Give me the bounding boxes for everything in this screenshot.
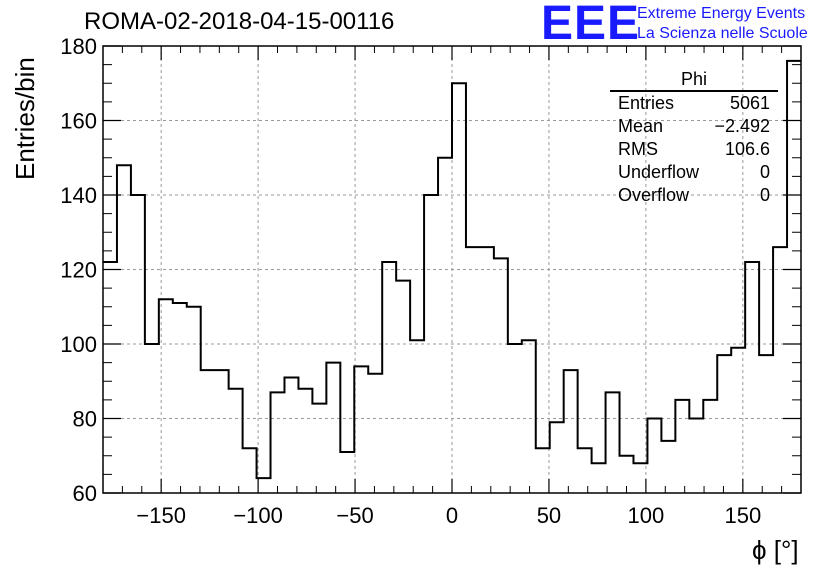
y-tick-label: 160 xyxy=(60,109,97,134)
logo-line-2: La Scienza nelle Scuole xyxy=(637,25,808,42)
logo-caption: Extreme Energy Events La Scienza nelle S… xyxy=(637,4,808,44)
stats-row-overflow: Overflow 0 xyxy=(610,184,778,207)
x-tick-label: −50 xyxy=(336,503,373,528)
stats-value: 0 xyxy=(759,162,770,182)
y-axis-label: Entries/bin xyxy=(10,57,40,180)
stats-row-rms: RMS 106.6 xyxy=(610,138,778,161)
x-tick-label: 0 xyxy=(446,503,458,528)
x-tick-label: −150 xyxy=(136,503,186,528)
stats-value: 106.6 xyxy=(724,139,770,159)
x-tick-label: −100 xyxy=(233,503,283,528)
plot-frame xyxy=(102,45,802,494)
y-tick-label: 100 xyxy=(60,332,97,357)
y-tick-label: 80 xyxy=(73,407,97,432)
logo-line-1: Extreme Energy Events xyxy=(637,5,806,22)
x-tick-label: 100 xyxy=(628,503,665,528)
x-axis-label: ϕ [°] xyxy=(752,535,799,565)
stats-value: −2.492 xyxy=(714,116,770,136)
stats-box: Phi Entries 5061 Mean −2.492 RMS 106.6 Unde… xyxy=(610,68,778,207)
eee-logo: EEE xyxy=(541,0,641,50)
axis-ticks xyxy=(102,45,802,494)
x-tick-label: 50 xyxy=(537,503,561,528)
stats-value: 5061 xyxy=(729,93,770,113)
stats-label: Entries xyxy=(618,93,675,113)
y-tick-label: 140 xyxy=(60,183,97,208)
x-tick-label: 150 xyxy=(724,503,761,528)
stats-row-entries: Entries 5061 xyxy=(610,92,778,115)
tick-labels: −150 −100 −50 0 50 100 150 60 80 100 120 140 160 180 xyxy=(60,34,761,528)
chart-title: ROMA-02-2018-04-15-00116 xyxy=(84,8,395,35)
stats-title: Phi xyxy=(610,68,778,92)
y-tick-label: 60 xyxy=(73,481,97,506)
stats-label: Overflow xyxy=(618,185,690,205)
stats-label: Underflow xyxy=(618,162,700,182)
stats-row-underflow: Underflow 0 xyxy=(610,161,778,184)
histogram-series xyxy=(103,59,801,480)
stats-row-mean: Mean −2.492 xyxy=(610,115,778,138)
stats-value: 0 xyxy=(759,185,770,205)
y-tick-label: 180 xyxy=(60,34,97,59)
stats-label: Mean xyxy=(618,116,664,136)
y-tick-label: 120 xyxy=(60,258,97,283)
stats-label: RMS xyxy=(618,139,658,159)
